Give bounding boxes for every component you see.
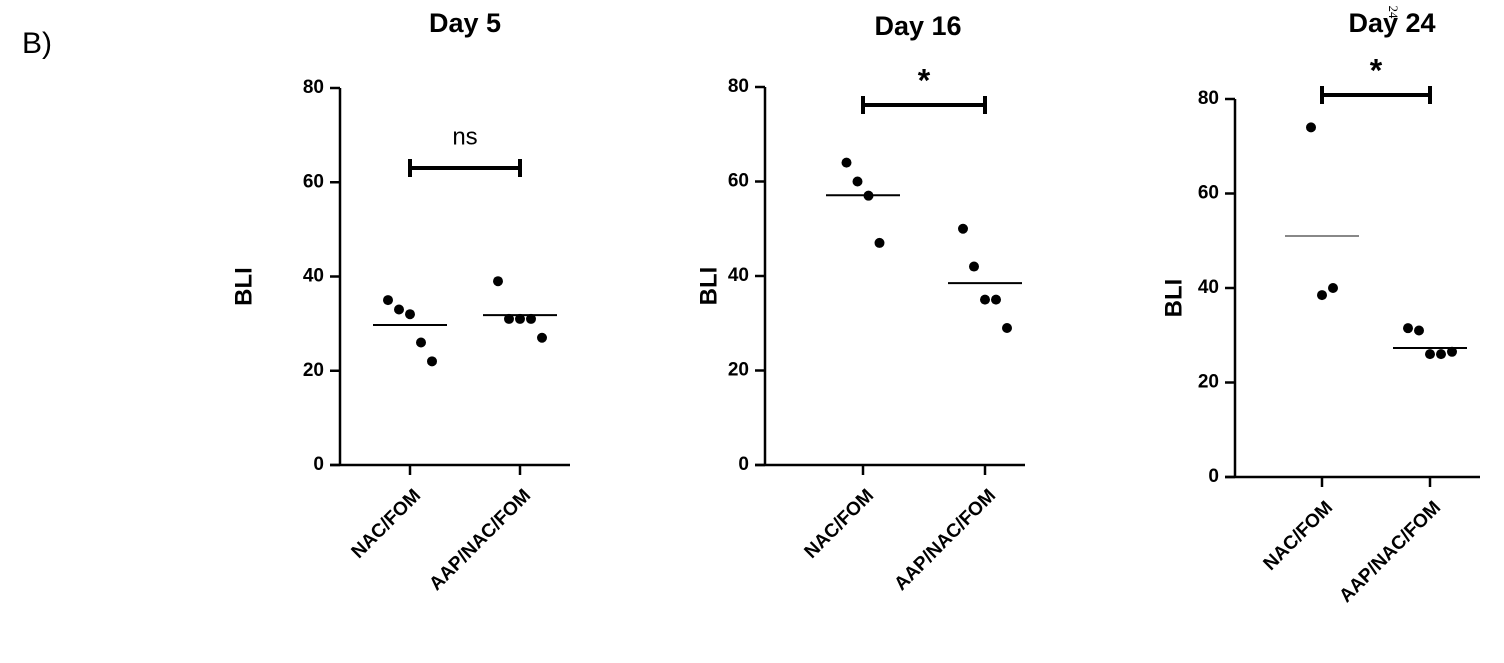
data-point [405,309,415,320]
panel-label: B) [22,27,52,60]
significance-label: * [1370,52,1383,88]
data-point [394,304,404,315]
data-point [416,337,426,348]
data-point [1317,290,1327,301]
y-tick-label: 20 [728,360,749,381]
x-tick-label: NAC/FOM [801,485,879,563]
x-tick-label: NAC/FOM [348,485,426,563]
y-axis-label: BLI [1160,279,1187,318]
significance-bracket [1320,86,1432,104]
y-tick-label: 80 [303,77,324,98]
x-tick-label: AAP/NAC/FOM [890,485,1000,595]
data-point [874,237,885,248]
data-point [504,313,514,324]
y-tick-label: 60 [303,171,324,192]
y-tick-label: 0 [313,454,324,475]
y-axis-label: BLI [695,267,722,306]
chart-title: Day 16 [874,11,961,41]
y-tick-label: 80 [728,76,749,97]
chart-title: Day 24 [1348,8,1435,38]
data-point [427,356,437,367]
data-point [1328,283,1338,293]
data-point [1002,322,1012,333]
data-point [1403,323,1413,334]
y-tick-label: 0 [738,454,749,475]
data-point [852,176,863,187]
y-tick-label: 80 [1198,88,1219,109]
significance-label: * [918,62,931,98]
data-point [1436,349,1446,360]
significance-bracket [408,159,522,177]
y-tick-label: 60 [1198,183,1219,204]
data-point [1447,346,1457,357]
y-tick-label: 40 [728,265,749,286]
y-tick-label: 40 [1198,277,1219,298]
data-point [1425,349,1435,360]
x-tick-label: AAP/NAC/FOM [425,485,535,595]
data-point [991,294,1001,305]
y-axis-label: BLI [230,267,257,306]
y-tick-label: 20 [1198,372,1219,393]
annotation: 24 [1386,6,1401,20]
data-point [383,295,393,306]
data-point [958,223,968,234]
data-point [841,157,852,168]
y-tick-label: 20 [303,360,324,381]
y-tick-label: 60 [728,171,749,192]
data-point [980,294,990,305]
data-point [515,313,525,324]
y-tick-label: 40 [303,266,324,287]
y-tick-label: 0 [1208,466,1219,487]
x-tick-label: NAC/FOM [1260,497,1338,575]
chart-title: Day 5 [429,8,501,38]
data-point [1306,122,1316,133]
data-point [493,276,503,287]
x-tick-label: AAP/NAC/FOM [1335,497,1445,607]
data-point [526,313,536,324]
data-point [969,261,979,272]
significance-label: ns [452,123,477,150]
data-point [1414,325,1424,336]
significance-bracket [861,96,987,114]
data-point [537,332,547,343]
